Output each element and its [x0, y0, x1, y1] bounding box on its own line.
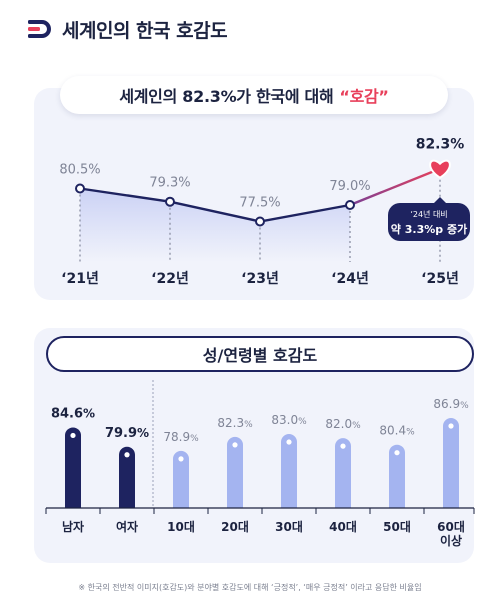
- bar-value-label-7: 80.4%: [379, 424, 415, 438]
- trend-line: [79, 187, 351, 223]
- value-label-3: 77.5%: [239, 196, 280, 211]
- point-4: [345, 200, 355, 210]
- bar-category-label-1: 남자: [62, 519, 84, 534]
- page-title: 세계인의 한국 호감도: [62, 19, 228, 42]
- x-tick-label-3: ‘23년: [241, 271, 279, 287]
- point-3: [255, 216, 265, 227]
- bar-3: [173, 450, 189, 508]
- bar-dot-2: [124, 452, 130, 458]
- value-label-1: 80.5%: [59, 163, 100, 178]
- footnote: ※ 한국의 전반적 이미지(호감도)와 분야별 호감도에 대해 ‘긍정적’, ‘…: [78, 583, 422, 592]
- page-header: 세계인의 한국 호감도: [28, 16, 228, 42]
- bar-category-label-5: 30대: [275, 520, 303, 534]
- bar-4: [227, 436, 243, 508]
- bar-5: [281, 434, 297, 508]
- bar-dot-3: [178, 456, 184, 462]
- bar-dot-6: [340, 443, 346, 449]
- bar-2: [119, 446, 135, 508]
- bar-dot-7: [394, 450, 400, 456]
- x-tick-label-1: ‘21년: [61, 271, 99, 287]
- bar-dot-4: [232, 442, 238, 448]
- bar-dot-1: [70, 432, 76, 439]
- bar-category-label-2: 여자: [116, 519, 138, 534]
- bar-1: [65, 427, 81, 508]
- trend-line-highlight: [349, 167, 441, 207]
- value-label-2: 79.3%: [149, 176, 190, 191]
- x-tick-label-4: ‘24년: [331, 271, 369, 287]
- x-tick-label-2: ‘22년: [151, 271, 189, 287]
- heart-icon: [429, 159, 451, 179]
- point-1: [75, 183, 85, 194]
- bar-6: [335, 438, 351, 508]
- bar-category-label-4: 20대: [221, 520, 249, 534]
- bar-category-label-3: 10대: [167, 520, 195, 534]
- x-tick-label-5: ‘25년: [421, 271, 459, 287]
- value-label-5: 82.3%: [416, 137, 465, 153]
- bar-category-label-8: 60대 이상: [437, 520, 465, 548]
- trend-chart-title-main: 세계인의 82.3%가 한국에 대해: [119, 87, 334, 106]
- bar-value-label-4: 82.3%: [217, 416, 253, 430]
- point-2: [165, 196, 175, 207]
- bar-dot-8: [448, 423, 454, 429]
- bar-category-label-7: 50대: [383, 520, 411, 534]
- logo-icon: [28, 20, 51, 38]
- callout-line2: 약 3.3%p 증가: [391, 222, 467, 236]
- value-label-4: 79.0%: [329, 179, 370, 194]
- bar-value-label-3: 78.9%: [163, 430, 199, 444]
- callout-line1: ‘24년 대비: [410, 209, 447, 219]
- callout-pointer: [434, 197, 446, 203]
- bar-category-label-6: 40대: [329, 520, 357, 534]
- demographic-chart-title: 성/연령별 호감도: [46, 336, 474, 372]
- bar-8: [443, 418, 459, 508]
- trend-area-fill: [80, 188, 350, 262]
- bar-value-label-5: 83.0%: [271, 413, 307, 427]
- bar-value-label-2: 79.9%: [105, 426, 149, 441]
- bar-value-label-1: 84.6%: [51, 406, 95, 421]
- trend-chart-title-accent: “호감”: [339, 87, 389, 106]
- bar-7: [389, 444, 405, 508]
- bar-value-label-8: 86.9%: [433, 397, 469, 411]
- trend-chart-title: 세계인의 82.3%가 한국에 대해 “호감”: [60, 76, 448, 114]
- callout-bubble: [388, 203, 470, 241]
- bar-dot-5: [286, 439, 292, 445]
- bar-value-label-6: 82.0%: [325, 417, 361, 431]
